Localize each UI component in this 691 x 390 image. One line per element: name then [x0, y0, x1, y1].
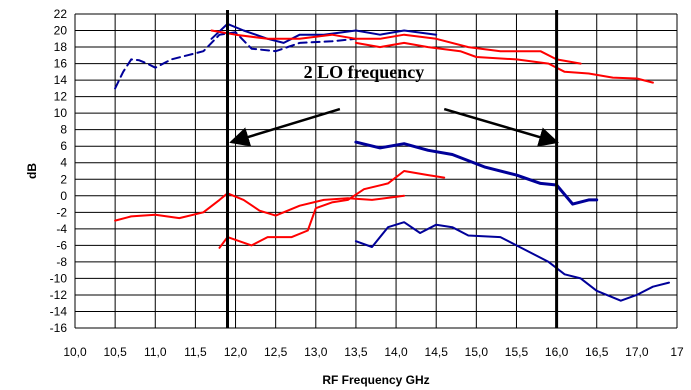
x-tick-label: 10,5: [103, 345, 127, 359]
y-tick-label: 22: [54, 7, 68, 21]
x-axis-title: RF Frequency GHz: [322, 373, 429, 387]
annotation-text: 2 LO frequency: [304, 62, 425, 82]
y-tick-label: -16: [50, 321, 68, 335]
annotation-group: 2 LO frequency: [229, 62, 559, 147]
y-tick-label: -10: [50, 271, 68, 285]
series-line-7: [354, 140, 599, 206]
y-tick-label: 6: [60, 139, 67, 153]
y-tick-label: -2: [56, 205, 67, 219]
series-line-8: [354, 221, 670, 302]
y-tick-label: 16: [54, 57, 68, 71]
grid: [74, 13, 678, 329]
y-tick-label: 2: [60, 172, 67, 186]
x-tick-label: 10,0: [63, 345, 87, 359]
x-tick-label: 15,5: [505, 345, 529, 359]
y-axis-title: dB: [25, 163, 39, 179]
y-tick-label: -14: [50, 304, 68, 318]
series-group: [114, 22, 670, 302]
x-tick-label: 13,5: [344, 345, 368, 359]
y-tick-label: 14: [54, 73, 68, 87]
series-line-3: [210, 29, 582, 65]
x-tick-label: 14,5: [425, 345, 449, 359]
x-tick-label: 11,0: [144, 345, 167, 359]
y-tick-label: 12: [54, 90, 68, 104]
y-tick-label: 0: [60, 189, 67, 203]
series-line-5: [114, 192, 406, 222]
series-line-4: [354, 41, 654, 84]
tick-labels: 2220181614121086420-2-4-6-8-10-12-14-161…: [50, 7, 684, 359]
y-tick-label: -6: [56, 238, 67, 252]
y-tick-label: 8: [60, 123, 67, 137]
annotation-arrow-2: [443, 107, 559, 147]
y-tick-label: 10: [54, 106, 68, 120]
x-tick-label: 17,0: [625, 345, 649, 359]
x-tick-label: 12,5: [264, 345, 288, 359]
y-tick-label: 20: [54, 24, 68, 38]
series-line-2: [210, 22, 438, 44]
y-tick-label: 4: [60, 156, 67, 170]
series-line-6: [218, 170, 446, 249]
x-tick-label: 16,0: [545, 345, 569, 359]
x-tick-label: 14,0: [384, 345, 408, 359]
y-tick-label: -12: [50, 288, 68, 302]
y-tick-label: 18: [54, 40, 68, 54]
x-tick-label: 11,5: [184, 345, 207, 359]
x-tick-label: 16,5: [585, 345, 609, 359]
x-tick-label: 17: [670, 345, 684, 359]
y-tick-label: -4: [56, 222, 67, 236]
series-line-1: [114, 31, 357, 90]
annotation-arrow-1: [229, 107, 341, 147]
x-tick-label: 12,0: [224, 345, 248, 359]
vertical-markers: [226, 10, 559, 328]
x-tick-label: 13,0: [304, 345, 328, 359]
x-tick-label: 15,0: [465, 345, 489, 359]
y-tick-label: -8: [56, 255, 67, 269]
